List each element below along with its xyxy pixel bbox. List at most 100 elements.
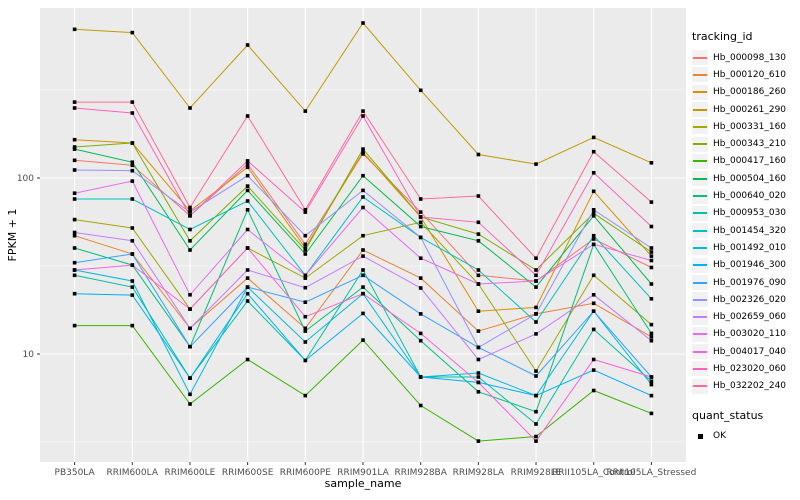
- legend-key: [692, 275, 708, 290]
- data-point: [303, 329, 308, 333]
- data-point: [303, 276, 308, 280]
- data-point: [649, 379, 654, 384]
- data-point: [361, 195, 365, 199]
- data-point: [303, 208, 308, 212]
- legend-label: Hb_000953_030: [713, 208, 787, 219]
- legend-label: Hb_000331_160: [713, 121, 787, 132]
- data-point: [476, 371, 481, 375]
- data-point: [130, 168, 135, 173]
- legend-label: Hb_003020_110: [713, 329, 787, 340]
- data-point: [591, 208, 596, 212]
- data-point: [418, 338, 423, 343]
- data-point: [72, 137, 77, 142]
- data-point: [534, 393, 538, 398]
- data-point: [649, 250, 654, 254]
- data-point: [188, 402, 192, 406]
- data-point: [72, 273, 77, 278]
- data-point: [591, 368, 596, 372]
- legend-item-Hb_000343_210: Hb_000343_210: [692, 135, 800, 152]
- legend-label: OK: [713, 431, 726, 442]
- data-point: [188, 248, 192, 252]
- legend-item-Hb_001946_300: Hb_001946_300: [692, 257, 800, 274]
- data-point: [534, 320, 538, 324]
- legend-item-Hb_000120_610: Hb_000120_610: [692, 66, 800, 83]
- legend-key: [692, 136, 708, 152]
- data-point: [361, 273, 365, 278]
- data-point: [245, 268, 250, 272]
- data-point: [303, 393, 308, 398]
- legend-key: [692, 257, 708, 273]
- data-point: [361, 311, 365, 316]
- data-point: [245, 173, 250, 178]
- legend-key: [692, 102, 708, 118]
- data-point: [534, 434, 538, 439]
- data-point: [534, 279, 538, 283]
- data-point: [130, 141, 135, 145]
- legend-item-Hb_002659_060: Hb_002659_060: [692, 308, 800, 325]
- data-point: [188, 106, 192, 110]
- data-point: [418, 331, 423, 336]
- data-point: [418, 286, 423, 290]
- data-point: [649, 200, 654, 204]
- x-tick-label: RRIM928LA: [453, 468, 505, 478]
- series-color-line-icon: [693, 229, 707, 232]
- y-tick-label: 10: [23, 350, 35, 360]
- data-point: [130, 239, 135, 243]
- legend-label: Hb_000120_610: [713, 69, 787, 80]
- x-tick-label: RRIM600LE: [165, 468, 216, 478]
- data-point: [72, 145, 77, 149]
- data-point: [476, 194, 481, 198]
- data-point: [245, 208, 250, 212]
- data-point: [188, 210, 192, 214]
- data-point: [649, 382, 654, 387]
- data-point: [130, 197, 135, 201]
- data-point: [188, 326, 192, 331]
- data-point: [649, 258, 654, 263]
- data-point: [476, 232, 481, 236]
- data-point: [130, 285, 135, 289]
- data-point: [72, 168, 77, 172]
- series-color-line-icon: [693, 316, 707, 319]
- x-tick-label: RRIM928LE: [511, 468, 562, 478]
- series-color-line-icon: [693, 281, 707, 284]
- data-point: [245, 299, 250, 303]
- series-color-line-icon: [693, 212, 707, 215]
- x-tick-label: PB350LA: [55, 468, 96, 478]
- data-point: [649, 224, 654, 229]
- data-point: [130, 111, 135, 115]
- data-point: [649, 254, 654, 258]
- legend-label: Hb_000640_020: [713, 191, 787, 202]
- legend: tracking_id Hb_000098_130 Hb_000120_610 Hb…: [692, 30, 800, 445]
- legend-label: Hb_001454_320: [713, 225, 787, 236]
- data-point: [130, 252, 135, 256]
- data-point: [418, 88, 423, 93]
- data-point: [361, 233, 365, 238]
- data-point: [649, 265, 654, 270]
- data-point: [591, 242, 596, 247]
- legend-item-Hb_002326_020: Hb_002326_020: [692, 291, 800, 308]
- data-point: [245, 285, 250, 289]
- legend-key: [692, 188, 708, 204]
- series-color-line-icon: [693, 367, 707, 370]
- legend-key: [692, 84, 708, 100]
- series-color-line-icon: [693, 385, 707, 388]
- data-point: [418, 215, 423, 219]
- data-point: [245, 159, 250, 163]
- data-point: [130, 263, 135, 267]
- legend-item-Hb_000504_160: Hb_000504_160: [692, 170, 800, 187]
- data-point: [130, 163, 135, 168]
- legend-label: Hb_002659_060: [713, 312, 787, 323]
- legend-label: Hb_000261_290: [713, 104, 787, 115]
- data-point: [245, 188, 250, 193]
- data-point: [534, 374, 538, 378]
- legend-item-Hb_000331_160: Hb_000331_160: [692, 118, 800, 135]
- data-point: [361, 285, 365, 289]
- data-point: [591, 211, 596, 216]
- data-point: [72, 158, 77, 163]
- data-point: [534, 256, 538, 260]
- data-point: [303, 314, 308, 319]
- legend-item-Hb_000417_160: Hb_000417_160: [692, 153, 800, 170]
- legend-label: Hb_000417_160: [713, 156, 787, 167]
- data-point: [303, 246, 308, 250]
